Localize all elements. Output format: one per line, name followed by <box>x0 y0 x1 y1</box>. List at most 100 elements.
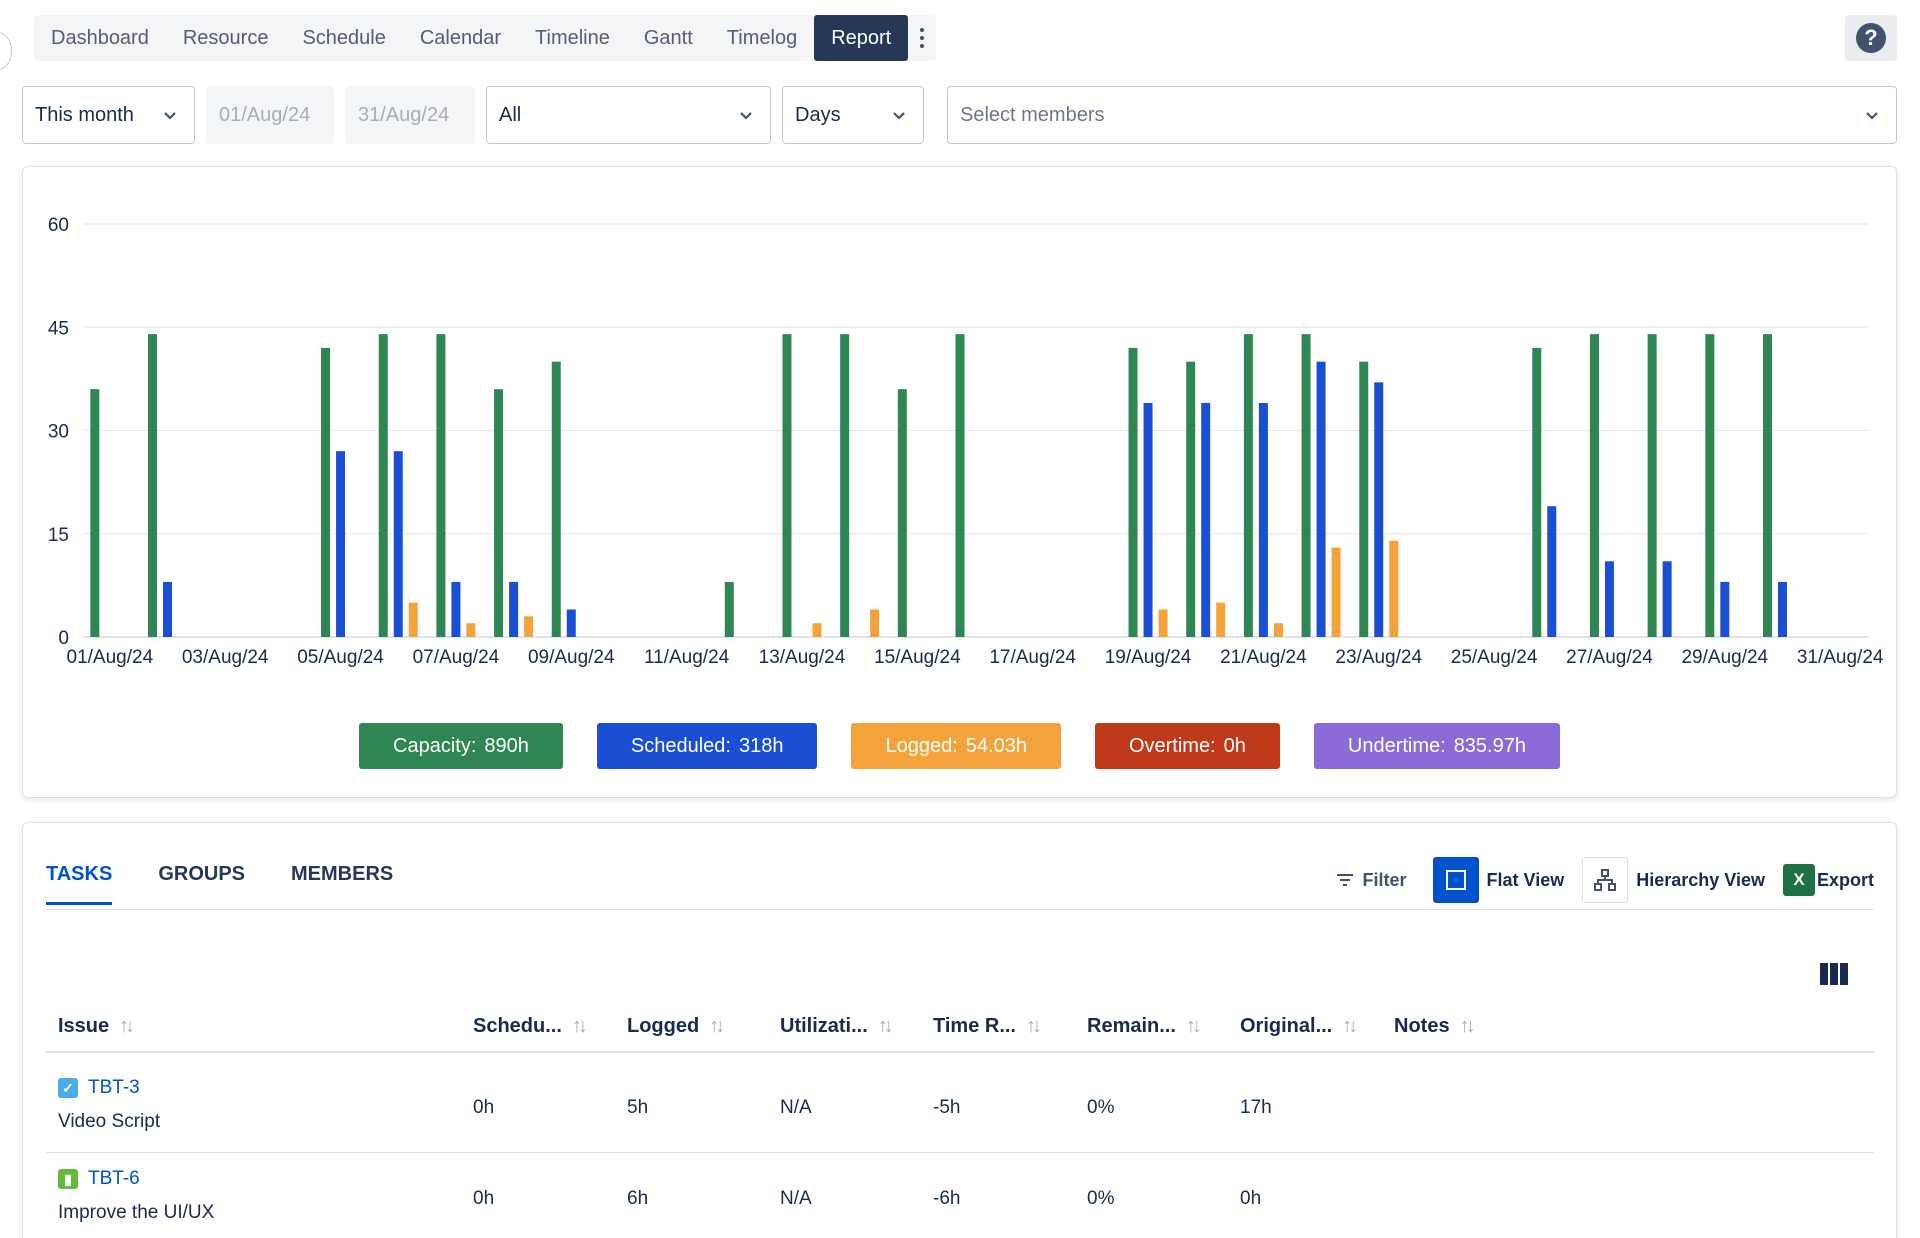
sidebar-toggle[interactable] <box>0 32 12 70</box>
bar-capacity <box>1647 334 1657 637</box>
period-select[interactable]: This month <box>22 86 195 144</box>
filter-icon <box>1336 874 1353 886</box>
members-select[interactable]: Select members <box>947 86 1897 144</box>
issue-key-link[interactable]: TBT-6 <box>88 1168 140 1189</box>
x-tick-label: 09/Aug/24 <box>528 647 615 668</box>
bar-chart: 0 15 30 45 60 01/Aug/24 03/Aug/24 05/Aug/24 07/A… <box>48 215 1884 668</box>
bar-capacity <box>724 581 734 637</box>
remaining-cell: 0% <box>1087 1097 1115 1118</box>
bar-capacity <box>840 334 850 637</box>
x-tick-label: 31/Aug/24 <box>1797 647 1884 668</box>
x-tick-label: 07/Aug/24 <box>413 647 500 668</box>
flat-view-button[interactable]: Flat View <box>1432 857 1564 903</box>
table-toolbar: Filter Flat View Hierarchy View X Export <box>1335 857 1874 903</box>
bar-logged <box>524 616 534 637</box>
bar-logged <box>1216 602 1226 637</box>
start-date-field[interactable]: 01/Aug/24 <box>206 86 334 144</box>
excel-icon: X <box>1782 864 1815 896</box>
bar-capacity <box>1532 347 1542 637</box>
y-tick-label: 15 <box>48 525 69 546</box>
tab-groups[interactable]: GROUPS <box>158 863 245 885</box>
x-tick-label: 01/Aug/24 <box>67 647 154 668</box>
x-tick-label: 11/Aug/24 <box>644 647 730 668</box>
x-tick-label: 19/Aug/24 <box>1105 647 1192 668</box>
table-header: Issue ↑↓ Schedu... ↑↓ Logged ↑↓ Utilizati..… <box>46 1003 1874 1053</box>
end-date-value: 31/Aug/24 <box>358 103 450 126</box>
export-button[interactable]: X Export <box>1782 864 1874 896</box>
sort-icon: ↑↓ <box>571 1014 588 1037</box>
sort-icon: ↑↓ <box>709 1014 725 1037</box>
tab-calendar[interactable]: Calendar <box>419 26 502 49</box>
bar-logged <box>466 623 476 637</box>
table-row[interactable]: ▮ TBT-6 Improve the UI/UX 0h 6h N/A -6h 0… <box>46 1154 1874 1238</box>
bar-capacity <box>955 334 965 637</box>
bar-scheduled <box>1258 402 1268 637</box>
logged-cell: 5h <box>627 1097 649 1118</box>
bar-scheduled <box>1777 581 1787 637</box>
tab-report[interactable]: Report <box>814 15 909 61</box>
chart-card: 0 15 30 45 60 01/Aug/24 03/Aug/24 05/Aug/24 07/A… <box>22 166 1897 798</box>
x-tick-label: 25/Aug/24 <box>1451 647 1538 668</box>
bar-scheduled <box>1604 561 1614 637</box>
period-value: This month <box>35 103 134 126</box>
bar-scheduled <box>1143 402 1153 637</box>
column-settings-icon[interactable] <box>1820 963 1848 985</box>
hierarchy-view-button[interactable]: Hierarchy View <box>1582 857 1765 903</box>
remaining-cell: 0% <box>1087 1188 1115 1209</box>
tab-members[interactable]: MEMBERS <box>291 863 394 885</box>
report-tabs: TASKS GROUPS MEMBERS <box>46 863 393 905</box>
col-remaining[interactable]: Remain... ↑↓ <box>1087 1014 1202 1037</box>
tab-dashboard[interactable]: Dashboard <box>51 26 149 49</box>
hierarchy-icon <box>1582 857 1629 903</box>
bar-scheduled <box>509 581 519 637</box>
sort-icon: ↑↓ <box>1342 1014 1358 1037</box>
x-tick-label: 15/Aug/24 <box>874 647 961 668</box>
chevron-down-icon <box>1866 112 1878 120</box>
summary-legend: Capacity: 890h Scheduled: 318h Logged: 54.0… <box>23 723 1896 769</box>
scope-select[interactable]: All <box>486 86 771 144</box>
bar-capacity <box>1243 334 1253 637</box>
bar-scheduled <box>336 451 346 637</box>
tab-tasks[interactable]: TASKS <box>46 863 113 905</box>
question-mark-icon: ? <box>1856 23 1886 53</box>
col-original[interactable]: Original... ↑↓ <box>1240 1014 1358 1037</box>
y-tick-label: 60 <box>48 215 69 236</box>
col-time-remaining[interactable]: Time R... ↑↓ <box>933 1014 1042 1037</box>
filter-button[interactable]: Filter <box>1335 870 1407 891</box>
col-scheduled[interactable]: Schedu... ↑↓ <box>473 1014 588 1037</box>
bar-capacity <box>1589 334 1599 637</box>
tab-gantt[interactable]: Gantt <box>643 26 693 49</box>
tab-resource[interactable]: Resource <box>182 26 269 49</box>
bar-capacity <box>782 334 792 637</box>
tab-timeline[interactable]: Timeline <box>535 26 610 49</box>
chevron-down-icon <box>893 112 905 120</box>
scope-value: All <box>499 103 522 126</box>
chevron-down-icon <box>740 112 752 120</box>
task-checkbox-icon: ✓ <box>58 1078 78 1098</box>
table-row[interactable]: ✓ TBT-3 Video Script 0h 5h N/A -5h 0% 17h <box>46 1063 1874 1153</box>
col-notes[interactable]: Notes ↑↓ <box>1394 1014 1476 1037</box>
end-date-field[interactable]: 31/Aug/24 <box>345 86 475 144</box>
help-button[interactable]: ? <box>1845 15 1897 61</box>
more-menu-button[interactable] <box>908 15 936 61</box>
original-cell: 0h <box>1240 1188 1262 1209</box>
sort-icon: ↑↓ <box>1459 1014 1476 1037</box>
bar-scheduled <box>566 609 576 637</box>
col-logged[interactable]: Logged ↑↓ <box>627 1014 725 1037</box>
logged-badge: Logged: 54.03h <box>851 723 1061 769</box>
utilization-cell: N/A <box>780 1188 812 1209</box>
undertime-badge: Undertime: 835.97h <box>1313 723 1560 769</box>
bar-capacity <box>378 334 388 637</box>
granularity-select[interactable]: Days <box>782 86 924 144</box>
col-utilization[interactable]: Utilizati... ↑↓ <box>780 1014 894 1037</box>
issue-key-link[interactable]: TBT-3 <box>88 1077 140 1098</box>
bar-scheduled <box>451 581 461 637</box>
tab-timelog[interactable]: Timelog <box>726 26 798 49</box>
x-tick-label: 05/Aug/24 <box>297 647 384 668</box>
flat-view-icon <box>1432 857 1479 903</box>
tab-schedule[interactable]: Schedule <box>302 26 386 49</box>
bar-capacity <box>551 361 561 637</box>
issue-summary: Video Script <box>58 1111 161 1132</box>
col-issue[interactable]: Issue ↑↓ <box>58 1014 135 1037</box>
bar-logged <box>870 609 880 637</box>
